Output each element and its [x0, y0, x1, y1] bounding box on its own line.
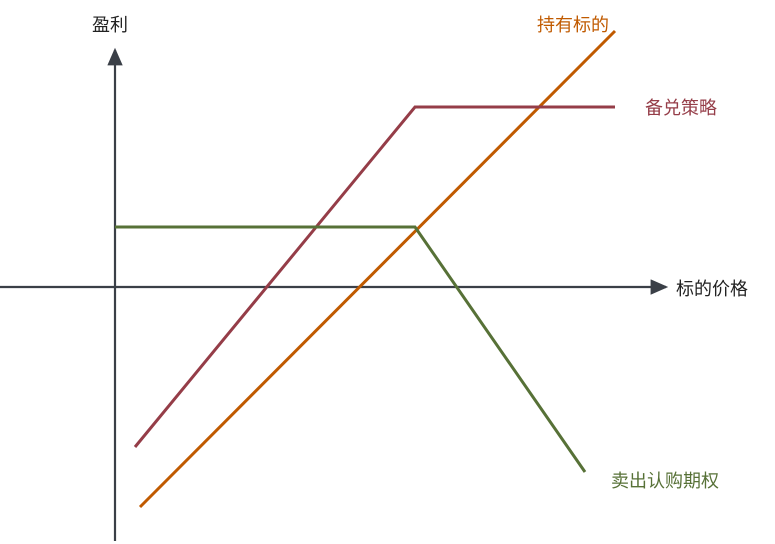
- y-axis-label: 盈利: [92, 15, 128, 36]
- series-label-short-call: 卖出认购期权: [611, 471, 719, 492]
- series-line-short-call: [115, 225, 587, 473]
- series-label-covered-call: 备兑策略: [645, 98, 717, 119]
- series-line-covered-call: [133, 105, 615, 448]
- series-label-hold-underlying: 持有标的: [537, 15, 609, 36]
- x-axis-label: 标的价格: [676, 279, 748, 300]
- series-line-hold-underlying: [138, 29, 617, 509]
